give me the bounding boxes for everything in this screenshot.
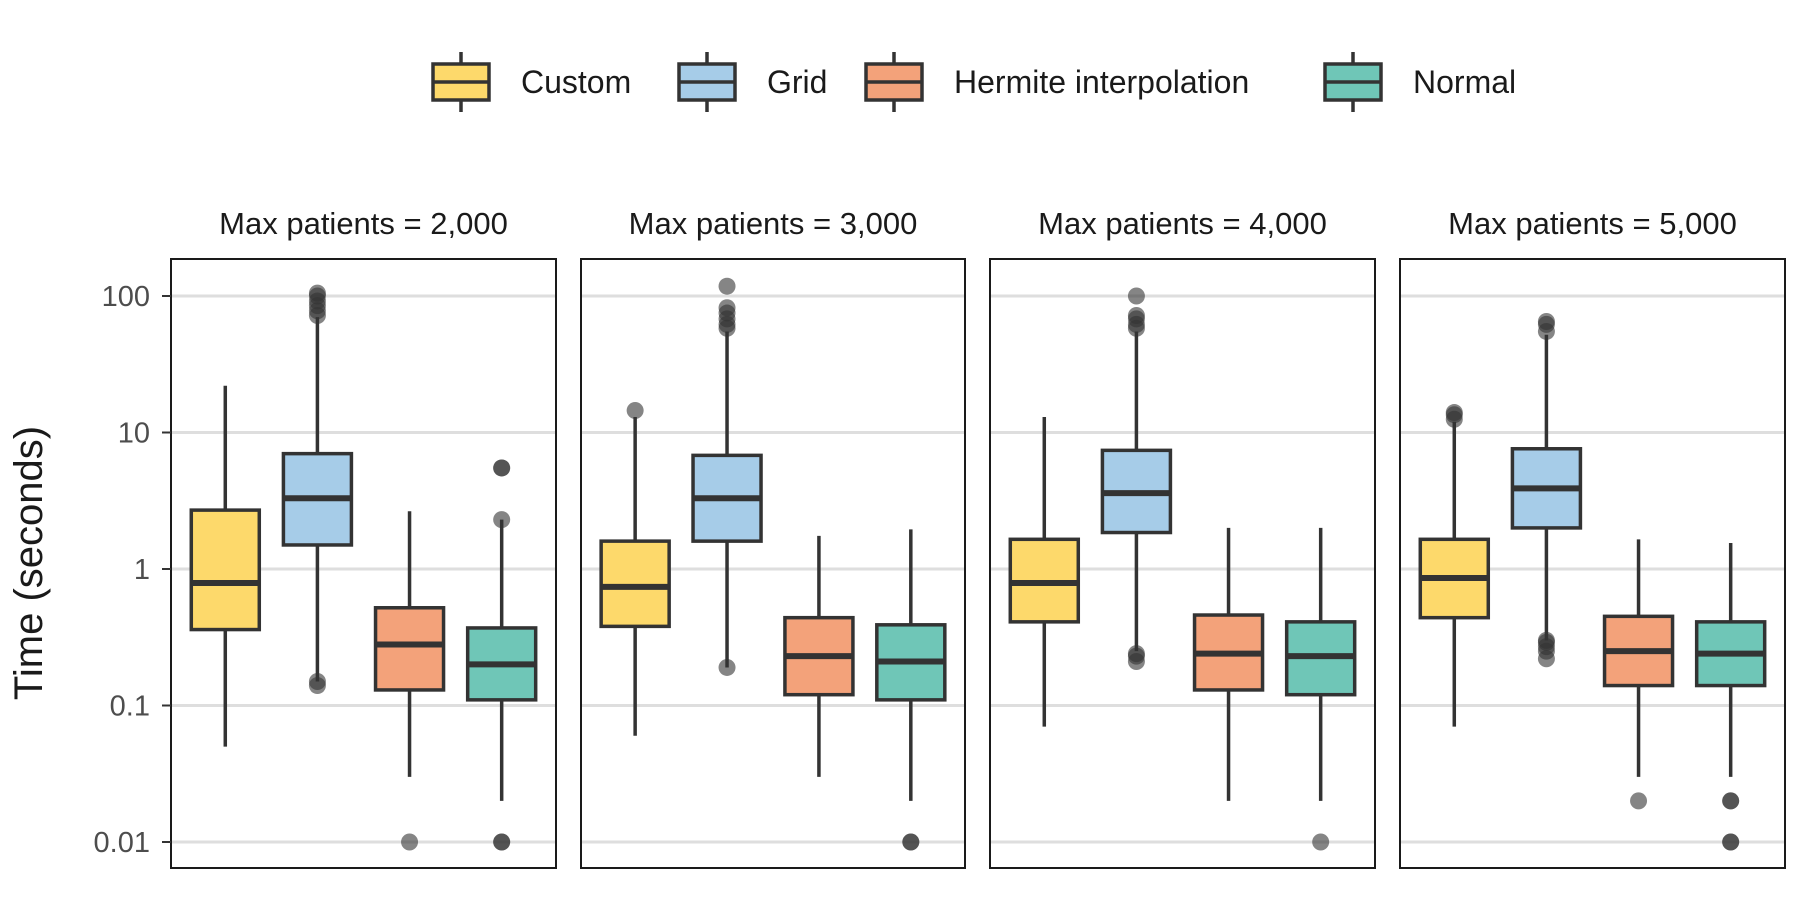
outlier-point [493,459,511,477]
box-custom [189,385,262,747]
outlier-point [493,511,511,529]
legend-item: Normal [1323,52,1516,112]
facet-title: Max patients = 4,000 [1038,206,1327,241]
facet-panel: Max patients = 5,000 [1399,206,1786,869]
y-axis: 100 10 1 0.1 0.01 [94,281,171,859]
facet-title: Max patients = 5,000 [1448,206,1737,241]
legend-label: Normal [1413,64,1516,100]
box-normal [465,459,538,851]
facet-panel: Max patients = 3,000 [580,206,966,869]
panel-border [1399,258,1786,869]
y-tick-label: 100 [102,281,150,313]
panel-border [170,258,557,869]
box-hermite-interpolation [1602,539,1675,810]
box-custom [1008,416,1081,727]
box-custom [1418,404,1491,727]
box-grid [1100,287,1173,671]
box-hermite-interpolation [373,511,446,851]
outlier-point [308,284,326,302]
outlier-point [1722,792,1740,810]
facet-panels: Max patients = 2,000 Max patients = 3,000… [170,206,1786,869]
facet-title: Max patients = 3,000 [629,206,918,241]
box-hermite-interpolation [1192,527,1265,801]
outlier-point [1127,645,1145,663]
outlier-point [1722,833,1740,851]
outlier-point [1127,287,1145,305]
box-iqr [599,539,671,629]
outlier-point [902,833,920,851]
legend-item: Custom [431,52,631,112]
panel-border [580,258,966,869]
y-tick-label: 1 [134,554,150,586]
outlier-point [308,672,326,690]
box-hermite-interpolation [783,535,855,777]
outlier-point [1630,792,1648,810]
facet-title: Max patients = 2,000 [219,206,508,241]
outlier-point [1537,313,1555,331]
legend-item: Grid [677,52,827,112]
outlier-point [626,401,644,419]
outlier-point [401,833,419,851]
outlier-point [718,277,736,295]
outlier-point [1537,631,1555,649]
box-grid [691,277,763,676]
panel-border [989,258,1376,869]
y-tick-label: 0.01 [94,827,150,859]
box-grid [1510,313,1583,668]
y-axis-title: Time (seconds) [7,426,51,700]
y-tick-label: 0.1 [110,691,150,723]
outlier-point [718,299,736,317]
legend-label: Grid [767,64,827,100]
facet-panel: Max patients = 2,000 [170,206,557,869]
outlier-point [493,833,511,851]
box-normal [875,529,947,851]
box-iqr [189,508,262,632]
box-normal [1694,543,1767,851]
legend-item: Hermite interpolation [864,52,1249,112]
legend-label: Custom [521,64,631,100]
facet-panel: Max patients = 4,000 [989,206,1376,869]
legend: Custom Grid Hermite interpolation Normal [431,52,1516,112]
legend-label: Hermite interpolation [954,64,1249,100]
outlier-point [1127,306,1145,324]
outlier-point [718,658,736,676]
box-custom [599,401,671,736]
box-normal [1284,527,1357,851]
outlier-point [1312,833,1330,851]
outlier-point [1445,404,1463,422]
y-tick-label: 10 [118,418,150,450]
box-grid [281,284,354,695]
box-iqr [373,606,446,692]
